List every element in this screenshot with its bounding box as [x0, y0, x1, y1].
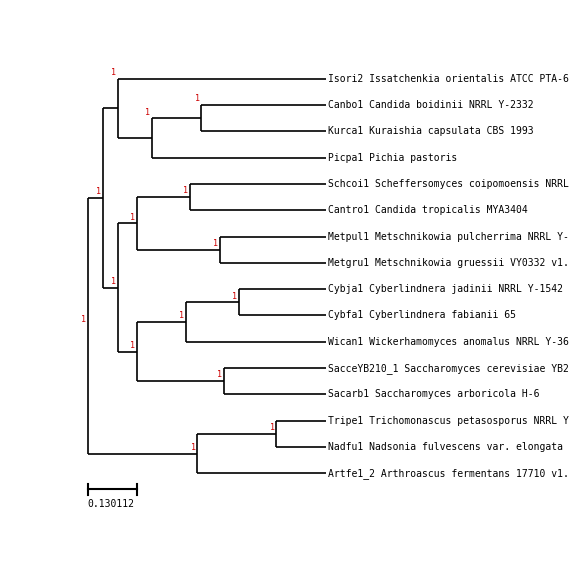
Text: Cybja1 Cyberlindnera jadinii NRRL Y-1542 v1.0: Cybja1 Cyberlindnera jadinii NRRL Y-1542…: [328, 284, 569, 294]
Text: 1: 1: [217, 371, 222, 379]
Text: 0.130112: 0.130112: [88, 499, 134, 509]
Text: 1: 1: [96, 187, 101, 196]
Text: 1: 1: [270, 423, 275, 432]
Text: 1: 1: [183, 186, 188, 195]
Text: 1: 1: [81, 315, 86, 324]
Text: Artfe1_2 Arthroascus fermentans 17710 v1.0: Artfe1_2 Arthroascus fermentans 17710 v1…: [328, 468, 569, 479]
Text: 1: 1: [146, 108, 150, 117]
Text: Nadfu1 Nadsonia fulvescens var. elongata DSM 6958 v1.0: Nadfu1 Nadsonia fulvescens var. elongata…: [328, 442, 569, 452]
Text: Cybfa1 Cyberlindnera fabianii 65: Cybfa1 Cyberlindnera fabianii 65: [328, 311, 516, 320]
Text: 1: 1: [232, 291, 237, 301]
Text: Kurca1 Kuraishia capsulata CBS 1993: Kurca1 Kuraishia capsulata CBS 1993: [328, 126, 534, 136]
Text: 1: 1: [179, 311, 184, 320]
Text: 1: 1: [191, 443, 196, 452]
Text: 1: 1: [112, 277, 117, 286]
Text: Metgru1 Metschnikowia gruessii VY0332 v1.0: Metgru1 Metschnikowia gruessii VY0332 v1…: [328, 258, 569, 268]
Text: Picpa1 Pichia pastoris: Picpa1 Pichia pastoris: [328, 153, 457, 162]
Text: Isori2 Issatchenkia orientalis ATCC PTA-6658 v2.0: Isori2 Issatchenkia orientalis ATCC PTA-…: [328, 74, 569, 84]
Text: Sacarb1 Saccharomyces arboricola H-6: Sacarb1 Saccharomyces arboricola H-6: [328, 389, 539, 400]
Text: 1: 1: [213, 239, 218, 248]
Text: 1: 1: [130, 341, 135, 350]
Text: Metpul1 Metschnikowia pulcherrima NRRL Y-7111 v1.0: Metpul1 Metschnikowia pulcherrima NRRL Y…: [328, 231, 569, 242]
Text: 1: 1: [130, 213, 135, 222]
Text: SacceYB210_1 Saccharomyces cerevisiae YB210 v1.0: SacceYB210_1 Saccharomyces cerevisiae YB…: [328, 363, 569, 374]
Text: Tripe1 Trichomonascus petasosporus NRRL YB-2093 v1.0: Tripe1 Trichomonascus petasosporus NRRL …: [328, 415, 569, 426]
Text: Schcoi1 Scheffersomyces coipomoensis NRRL Y-17651T v1.0: Schcoi1 Scheffersomyces coipomoensis NRR…: [328, 179, 569, 189]
Text: Cantro1 Candida tropicalis MYA3404: Cantro1 Candida tropicalis MYA3404: [328, 205, 527, 215]
Text: 1: 1: [112, 68, 117, 77]
Text: Wican1 Wickerhamomyces anomalus NRRL Y-366-8 v1.0: Wican1 Wickerhamomyces anomalus NRRL Y-3…: [328, 337, 569, 347]
Text: 1: 1: [195, 95, 200, 104]
Text: Canbo1 Candida boidinii NRRL Y-2332: Canbo1 Candida boidinii NRRL Y-2332: [328, 100, 534, 110]
